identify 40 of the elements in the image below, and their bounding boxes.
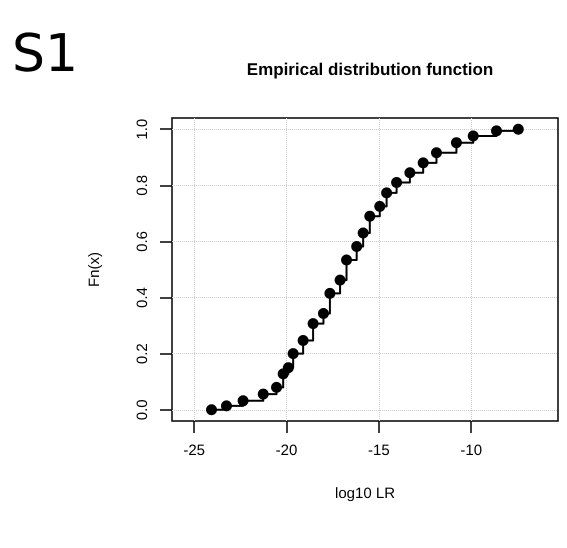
point (220, 400, 232, 412)
y-tick-label: 0.6 (134, 231, 151, 252)
x-tick-label: -10 (460, 442, 482, 459)
point (450, 137, 462, 148)
point (341, 254, 352, 266)
point (206, 404, 218, 416)
point (391, 177, 402, 188)
point (238, 395, 249, 406)
text: S1 (12, 24, 78, 84)
point (324, 288, 336, 299)
point (418, 157, 429, 168)
point (404, 167, 416, 178)
point (318, 308, 329, 320)
point (430, 147, 442, 158)
y-axis-title: Fn(x) (86, 252, 103, 287)
y-tick-label: 0.2 (134, 343, 151, 364)
point (374, 200, 386, 212)
y-tick-label: 1.0 (134, 118, 151, 140)
point (288, 348, 299, 360)
point (282, 362, 294, 374)
x-tick-label: -20 (276, 442, 298, 459)
point (364, 210, 376, 222)
point (491, 125, 502, 136)
x-axis-title: log10 LR (334, 485, 396, 502)
point (258, 388, 269, 400)
point (512, 124, 524, 135)
point (381, 187, 392, 198)
y-tick-label: 0.8 (134, 174, 151, 196)
x-tick-label: -25 (183, 442, 206, 459)
x-tick-label: -15 (368, 442, 390, 459)
point (351, 240, 362, 252)
point (271, 382, 282, 393)
point (298, 334, 309, 346)
y-tick-label: 0.0 (134, 399, 151, 420)
point (468, 130, 479, 142)
chart-title: Empirical distribution function (246, 60, 494, 79)
point (358, 228, 369, 239)
point (308, 318, 319, 330)
point (334, 274, 346, 286)
y-tick-label: 0.4 (134, 287, 151, 308)
